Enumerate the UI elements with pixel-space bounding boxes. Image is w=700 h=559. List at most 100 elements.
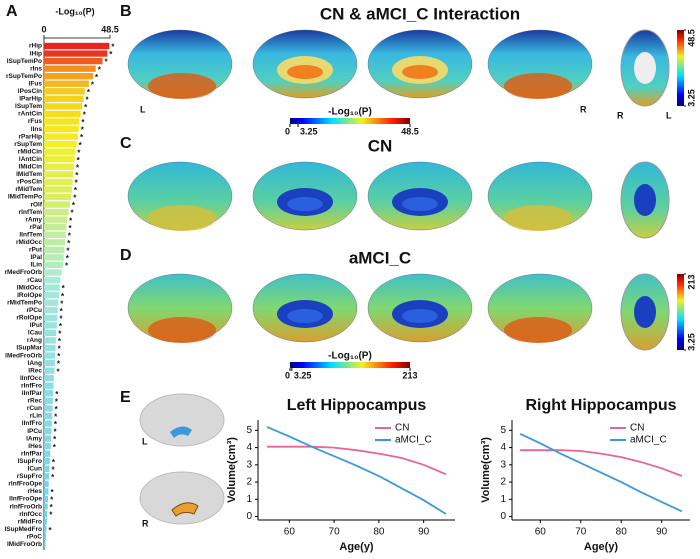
y-tick-label: lHip: [30, 50, 42, 57]
bar: [44, 510, 48, 518]
y-tick-label: 4: [500, 442, 506, 453]
significance-star: *: [69, 216, 73, 225]
legend-label: aMCI_C: [630, 435, 667, 446]
y-tick-label: 1: [246, 494, 252, 505]
brain-row: [127, 161, 670, 239]
y-tick-label: lLin: [30, 262, 42, 269]
y-tick-label: lAntCin: [19, 156, 42, 163]
x-axis-title: Age(y): [339, 541, 374, 553]
y-tick-label: lParHip: [19, 96, 42, 103]
bar: [44, 435, 52, 442]
y-tick-label: lInfTem: [19, 231, 42, 238]
significance-star: *: [75, 179, 79, 188]
y-tick-label: rInfTem: [19, 209, 43, 216]
bar: [44, 208, 69, 216]
x-tick-label: 60: [284, 527, 296, 538]
y-tick-label: rFus: [28, 118, 42, 125]
significance-star: *: [65, 262, 69, 271]
significance-star: *: [73, 194, 77, 203]
x-tick-label: 70: [329, 527, 341, 538]
significance-star: *: [79, 141, 83, 150]
bar: [44, 299, 59, 306]
y-tick-label: lInfFro: [22, 420, 42, 427]
significance-star: *: [57, 352, 61, 361]
y-tick-label: rAmy: [25, 216, 42, 223]
significance-star: *: [55, 405, 59, 414]
colorbar-tick-label: 3.25: [294, 370, 312, 380]
significance-star: *: [57, 360, 61, 369]
y-tick-label: 3: [500, 459, 506, 470]
panel-letter: B: [120, 3, 132, 20]
y-tick-label: lFus: [29, 80, 43, 87]
y-tick-label: 5: [246, 425, 252, 436]
y-tick-label: lAng: [28, 360, 42, 367]
bar: [44, 276, 61, 284]
legend-label: CN: [395, 423, 409, 434]
significance-star: *: [109, 50, 113, 59]
bar: [44, 95, 84, 103]
bar: [44, 133, 79, 140]
significance-star: *: [77, 156, 81, 165]
x-tick-label: 48.5: [101, 24, 119, 34]
y-tick-label: rPoC: [26, 533, 42, 540]
y-tick-label: lMidTemPo: [8, 194, 42, 201]
bar: [44, 269, 62, 276]
significance-star: *: [51, 473, 55, 482]
y-tick-label: rMedFroOrb: [4, 269, 42, 276]
y-tick-label: rMidCin: [18, 148, 42, 155]
y-tick-label: lAmy: [26, 435, 42, 442]
y-tick-label: lSupTem: [15, 103, 42, 110]
bar: [44, 405, 53, 412]
brain-row: [127, 273, 670, 351]
y-tick-label: lInfOcc: [20, 375, 42, 382]
y-tick-label: rCun: [27, 405, 42, 412]
y-tick-label: 5: [500, 425, 506, 436]
bar: [44, 57, 103, 65]
bar: [44, 458, 50, 465]
significance-star: *: [52, 458, 56, 467]
significance-star: *: [68, 231, 72, 240]
significance-star: *: [50, 488, 54, 497]
bar: [44, 171, 74, 178]
series-line: [267, 445, 447, 476]
significance-star: *: [85, 95, 89, 104]
colorbar-title: -Log₁₀(P): [328, 351, 372, 362]
significance-star: *: [48, 526, 52, 535]
y-tick-label: rInfFro: [21, 382, 42, 389]
y-tick-label: lPut: [30, 322, 43, 329]
hemisphere-label: R: [142, 518, 149, 528]
bar: [44, 329, 57, 337]
x-tick-label: 0: [41, 24, 46, 34]
y-tick-label: lSupMar: [16, 345, 42, 352]
brain-row: [127, 29, 670, 107]
bar: [44, 314, 58, 321]
x-tick-label: 60: [535, 527, 547, 538]
significance-star: *: [68, 224, 72, 233]
medial-core: [402, 65, 438, 79]
panel-letter: E: [120, 389, 131, 406]
y-tick-label: lPosCin: [18, 88, 42, 95]
series-line: [520, 449, 683, 477]
bar: [44, 239, 66, 246]
significance-star: *: [66, 254, 70, 263]
significance-star: *: [77, 148, 81, 157]
significance-star: *: [49, 511, 53, 520]
bar: [44, 526, 47, 533]
colorbar-tick-label: 0: [285, 126, 290, 136]
panel-letter: D: [120, 247, 132, 264]
y-tick-label: lMidTem: [16, 171, 42, 178]
y-tick-label: lSupTemPo: [7, 58, 42, 65]
bar: [44, 495, 49, 503]
medial-core: [287, 197, 323, 211]
significance-star: *: [72, 201, 76, 210]
bar: [44, 390, 54, 397]
bar: [44, 80, 89, 87]
significance-star: *: [67, 239, 71, 248]
series-line: [266, 426, 447, 515]
bar: [44, 42, 110, 50]
significance-star: *: [75, 171, 79, 180]
bar: [44, 359, 55, 367]
bar: [44, 541, 46, 548]
y-tick-label: rPut: [29, 247, 43, 254]
panel-letter: C: [120, 135, 132, 152]
